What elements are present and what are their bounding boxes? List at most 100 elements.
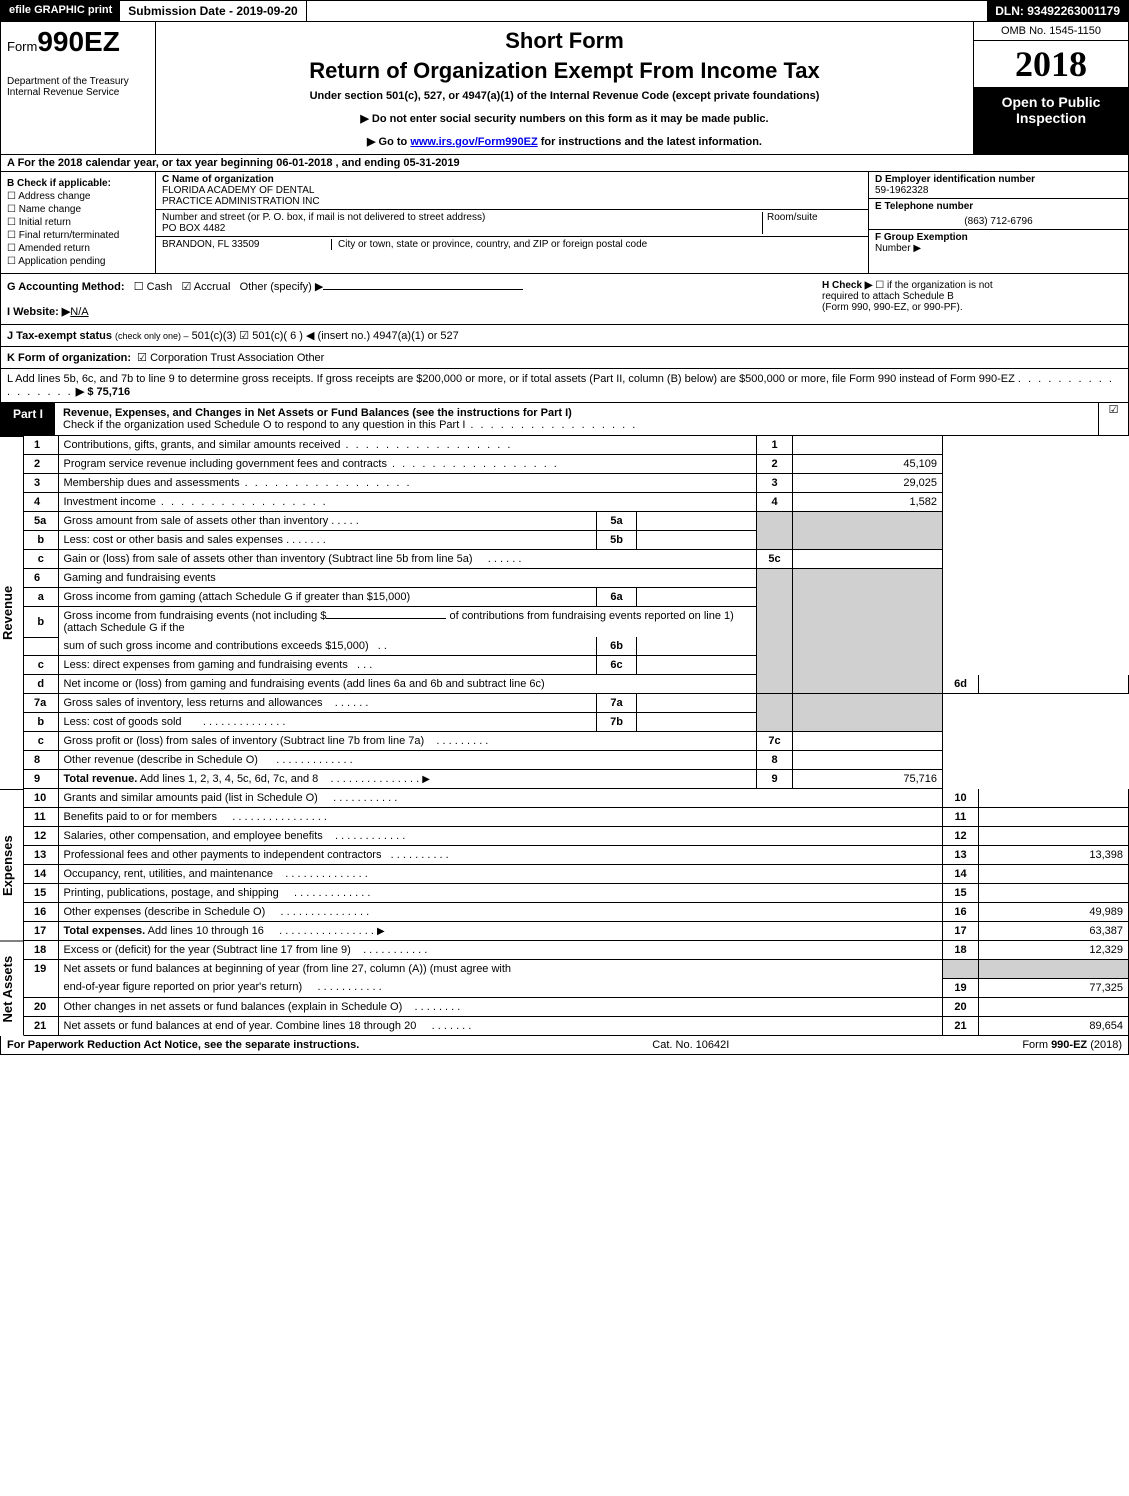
line-6b-row2: sum of such gross income and contributio…: [24, 637, 1129, 656]
l6b-idx: b: [24, 607, 58, 638]
l8-rnum: 8: [757, 751, 793, 770]
l16-val: 49,989: [979, 903, 1129, 922]
l6-shadeval: [793, 569, 943, 694]
b-title: B Check if applicable:: [7, 178, 111, 189]
l12-val: [979, 827, 1129, 846]
part-i-title-text: Revenue, Expenses, and Changes in Net As…: [63, 407, 572, 419]
l6a-desc: Gross income from gaming (attach Schedul…: [58, 588, 597, 607]
line-j-tax-exempt: J Tax-exempt status (check only one) – 5…: [0, 325, 1129, 347]
l9-rnum: 9: [757, 770, 793, 789]
part-i-title: Revenue, Expenses, and Changes in Net As…: [55, 403, 1098, 435]
h-label: H Check ▶: [822, 280, 872, 291]
revenue-body: 1 Contributions, gifts, grants, and simi…: [24, 436, 1129, 789]
section-g-h: G Accounting Method: ☐ Cash ☑ Accrual Ot…: [0, 274, 1129, 325]
l5b-desc: Less: cost or other basis and sales expe…: [58, 531, 597, 550]
l6a-idx: a: [24, 588, 58, 607]
k-label: K Form of organization:: [7, 352, 131, 364]
org-city: BRANDON, FL 33509: [162, 239, 259, 250]
l19b-idx: [24, 978, 58, 997]
l6b2-desc: sum of such gross income and contributio…: [58, 637, 597, 656]
l19-desc: Net assets or fund balances at beginning…: [58, 960, 943, 979]
l3-rnum: 3: [757, 474, 793, 493]
instruction-goto: ▶ Go to www.irs.gov/Form990EZ for instru…: [166, 135, 963, 148]
l6b2-idx: [24, 637, 58, 656]
l3-idx: 3: [24, 474, 58, 493]
l20-idx: 20: [24, 997, 58, 1016]
g-accrual[interactable]: Accrual: [194, 281, 231, 293]
line-4: 4 Investment income 4 1,582: [24, 493, 1129, 512]
l16-idx: 16: [24, 903, 58, 922]
l6d-desc: Net income or (loss) from gaming and fun…: [58, 675, 757, 694]
e-phone: E Telephone number (863) 712-6796: [869, 199, 1128, 230]
l20-rnum: 20: [943, 997, 979, 1016]
topbar-spacer: [307, 1, 988, 21]
l9-desc: Total revenue. Add lines 1, 2, 3, 4, 5c,…: [58, 770, 757, 789]
g-cash[interactable]: Cash: [147, 281, 173, 293]
part-i-checkbox[interactable]: ☑: [1098, 403, 1128, 435]
g-other-input[interactable]: [323, 289, 523, 290]
l10-desc: Grants and similar amounts paid (list in…: [58, 789, 943, 808]
l6-shade: [757, 569, 793, 694]
checkbox-final-return[interactable]: ☐ Final return/terminated: [7, 230, 149, 241]
l7b-idx: b: [24, 713, 58, 732]
under-section-text: Under section 501(c), 527, or 4947(a)(1)…: [166, 90, 963, 102]
l6a-mini: 6a: [597, 588, 637, 607]
return-title: Return of Organization Exempt From Incom…: [166, 58, 963, 84]
l1-val: [793, 436, 943, 455]
k-options[interactable]: ☑ Corporation Trust Association Other: [137, 352, 324, 364]
form-prefix: Form: [7, 39, 37, 54]
org-po-box: PO BOX 4482: [162, 223, 225, 234]
org-info-grid: B Check if applicable: ☐ Address change …: [1, 172, 1128, 273]
efile-print-button[interactable]: efile GRAPHIC print: [1, 1, 120, 21]
checkbox-name-change[interactable]: ☐ Name change: [7, 204, 149, 215]
l15-idx: 15: [24, 884, 58, 903]
line-5b: b Less: cost or other basis and sales ex…: [24, 531, 1129, 550]
submission-date: Submission Date - 2019-09-20: [120, 1, 306, 21]
l21-val: 89,654: [979, 1016, 1129, 1035]
cb-name-label: Name change: [19, 204, 81, 215]
e-value: (863) 712-6796: [875, 216, 1122, 227]
footer-right: Form 990-EZ (2018): [1022, 1039, 1122, 1051]
irs-link[interactable]: www.irs.gov/Form990EZ: [410, 136, 537, 148]
open-to-public: Open to Public Inspection: [974, 88, 1128, 154]
line-1: 1 Contributions, gifts, grants, and simi…: [24, 436, 1129, 455]
l9-idx: 9: [24, 770, 58, 789]
checkbox-amended-return[interactable]: ☐ Amended return: [7, 243, 149, 254]
l2-val: 45,109: [793, 455, 943, 474]
line-13: 13 Professional fees and other payments …: [24, 846, 1129, 865]
department-treasury: Department of the Treasury: [7, 76, 149, 87]
l11-rnum: 11: [943, 808, 979, 827]
j-options[interactable]: 501(c)(3) ☑ 501(c)( 6 ) ◀ (insert no.) 4…: [192, 330, 459, 342]
l1-desc: Contributions, gifts, grants, and simila…: [58, 436, 757, 455]
i-website-value: N/A: [70, 306, 88, 318]
h-text3: (Form 990, 990-EZ, or 990-PF).: [822, 302, 963, 313]
l7b-minival: [637, 713, 757, 732]
short-form-title: Short Form: [166, 28, 963, 54]
l2-desc: Program service revenue including govern…: [58, 455, 757, 474]
expenses-vertical-label: Expenses: [0, 789, 24, 941]
l7a-desc: Gross sales of inventory, less returns a…: [58, 694, 597, 713]
l6c-idx: c: [24, 656, 58, 675]
f-number-label: Number ▶: [875, 243, 921, 254]
g-other[interactable]: Other (specify) ▶: [240, 281, 324, 293]
l10-val: [979, 789, 1129, 808]
l5c-val: [793, 550, 943, 569]
l7a-minival: [637, 694, 757, 713]
l17-desc: Total expenses. Add lines 10 through 16 …: [58, 922, 943, 941]
checkbox-address-change[interactable]: ☐ Address change: [7, 191, 149, 202]
l15-val: [979, 884, 1129, 903]
omb-number: OMB No. 1545-1150: [974, 22, 1128, 41]
l5b-minival: [637, 531, 757, 550]
checkbox-application-pending[interactable]: ☐ Application pending: [7, 256, 149, 267]
line-19-row2: end-of-year figure reported on prior yea…: [24, 978, 1129, 997]
l17-rnum: 17: [943, 922, 979, 941]
e-label: E Telephone number: [875, 201, 973, 212]
l15-desc: Printing, publications, postage, and shi…: [58, 884, 943, 903]
checkbox-initial-return[interactable]: ☐ Initial return: [7, 217, 149, 228]
tax-year: 2018: [974, 41, 1128, 88]
line-6a: a Gross income from gaming (attach Sched…: [24, 588, 1129, 607]
l21-idx: 21: [24, 1016, 58, 1035]
l6b-blank[interactable]: [326, 618, 446, 619]
l-text: L Add lines 5b, 6c, and 7b to line 9 to …: [7, 373, 1015, 385]
j-note: (check only one) –: [115, 331, 189, 341]
